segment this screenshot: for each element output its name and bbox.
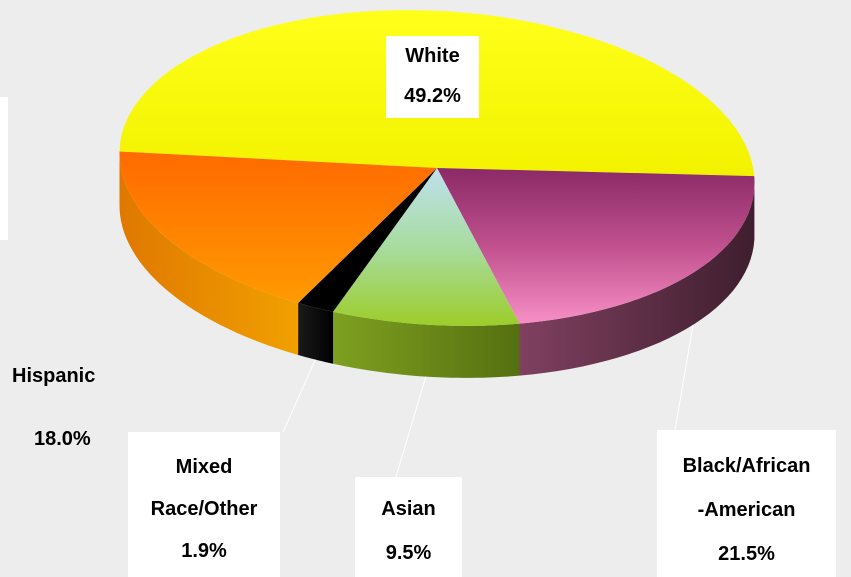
pie-side-mixed (298, 303, 334, 364)
slice-value-hispanic: 18.0% (34, 419, 124, 459)
pie-side-asian (333, 311, 520, 378)
pie-slice-hispanic (119, 151, 437, 303)
side-panel-edge (0, 97, 8, 240)
slice-label-asian: Asian 9.5% (355, 477, 462, 577)
leader-line-asian (395, 376, 427, 478)
pie-side-black (519, 187, 755, 376)
leader-lines (282, 324, 694, 478)
pie-slice-black (437, 168, 755, 324)
asian-label: Asian (381, 498, 436, 520)
white-label: White (405, 45, 460, 67)
mixed-label-line1: Mixed (175, 456, 233, 478)
slice-label-black: Black/African -American 21.5% (657, 430, 836, 577)
leader-line-black (674, 324, 694, 431)
hispanic-label: Hispanic (12, 365, 96, 387)
slice-label-mixed: Mixed Race/Other 1.9% (128, 432, 280, 577)
pie-slice-mixed (298, 168, 437, 312)
pie-side-hispanic (119, 151, 299, 355)
black-value: 21.5% (718, 543, 775, 565)
black-label-line1: Black/African (682, 455, 811, 477)
asian-value: 9.5% (385, 542, 432, 564)
pie-side-walls (119, 148, 755, 378)
white-value: 49.2% (404, 85, 461, 107)
black-label-line2: -American (697, 499, 796, 521)
pie-slice-asian (333, 168, 520, 326)
hispanic-value: 18.0% (34, 428, 91, 450)
slice-label-hispanic: Hispanic (12, 356, 140, 396)
mixed-value: 1.9% (181, 540, 227, 562)
leader-line-mixed (282, 359, 316, 433)
slice-label-white: White 49.2% (386, 36, 479, 118)
mixed-label-line2: Race/Other (150, 498, 258, 520)
